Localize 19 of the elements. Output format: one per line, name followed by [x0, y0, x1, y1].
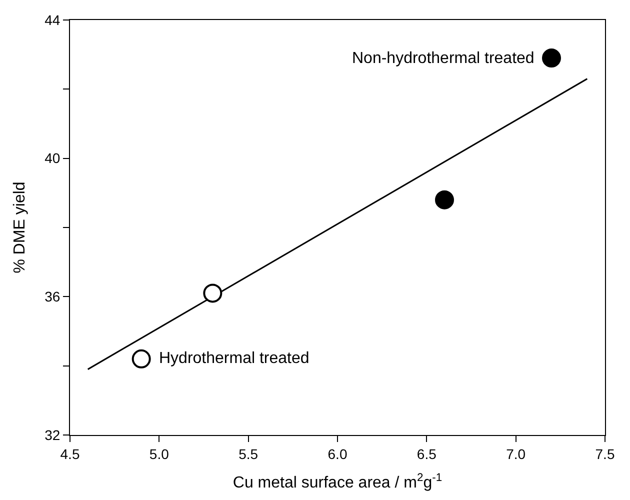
point — [542, 48, 561, 68]
point — [435, 190, 454, 210]
y-tick-label: 32 — [44, 426, 60, 443]
x-tick-label: 6.0 — [328, 446, 348, 462]
y-tick-label: 36 — [44, 288, 60, 305]
x-tick-label: 7.0 — [506, 446, 526, 462]
annotation: Hydrothermal treated — [159, 350, 310, 367]
x-tick-label: 5.5 — [238, 446, 258, 462]
point — [132, 349, 151, 368]
x-tick-label: 7.5 — [595, 446, 615, 462]
x-tick-label: 6.5 — [416, 446, 437, 462]
x-tick-label: 4.5 — [60, 446, 80, 462]
point — [203, 284, 222, 303]
annotation: Non-hydrothermal treated — [352, 50, 534, 67]
y-tick-label: 44 — [44, 12, 60, 28]
y-tick-label: 40 — [44, 150, 60, 166]
x-axis-title: Cu metal surface area / m$^{2}$g$^{-1}$ — [232, 472, 442, 492]
y-axis-title: % DME yield — [12, 182, 29, 274]
x-tick-label: 5.0 — [149, 446, 170, 462]
